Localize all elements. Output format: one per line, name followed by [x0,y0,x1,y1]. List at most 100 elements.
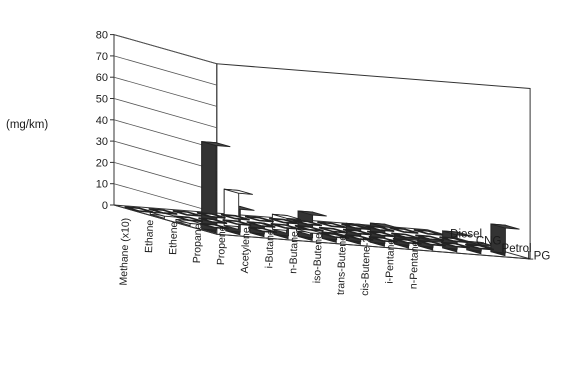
bar-diesel-7 [293,219,323,227]
bar-diesel-2 [172,210,202,217]
bar-diesel-1 [148,208,178,215]
bar-diesel-10 [365,225,395,232]
series-label: CNG [476,236,502,248]
bar-lpg-12 [490,223,520,257]
bar-base [416,239,446,247]
bar-base [413,229,443,236]
gridline [113,55,217,86]
chart-frame [110,33,531,260]
bar-base [199,222,229,230]
bar-base [391,232,421,240]
bar-diesel-12 [413,229,443,236]
category-label: n-Pentane [408,240,422,289]
bar-base [366,230,397,238]
bar-diesel-8 [317,221,347,229]
bar-base [317,221,347,229]
bar-base [439,236,469,244]
category-label: cis-Butene-2 [359,236,373,295]
bar-base [174,215,204,223]
bar-petrol-7 [344,234,374,241]
bar-base [198,217,228,225]
bar-base [342,228,372,236]
series-label: Diesel [450,228,482,240]
category-label: Propene [215,225,228,265]
bar-base [294,224,324,232]
bar-top [272,213,302,220]
bar-lpg-0 [201,141,231,234]
bar-diesel-5 [244,215,274,223]
gridline [113,162,217,192]
gridline [113,98,217,129]
bar-petrol-3 [248,226,278,234]
bar-cng-7 [318,226,348,234]
bar-cng-3 [222,219,252,226]
y-tick-label: 50 [96,94,108,106]
y-tick-label: 60 [96,72,108,84]
back-wall [216,63,531,260]
category-label: Ethene [167,221,180,255]
category-label: i-Pentane [384,238,398,283]
bar-base [368,236,398,243]
bar-top [442,230,472,237]
bar-base [464,243,495,251]
bar-base [148,208,178,215]
category-label: trans-Butene [335,235,349,296]
gridline [113,140,217,171]
bar-petrol-11 [440,241,470,249]
bar-cng-4 [246,221,276,228]
bar-base [196,211,226,219]
y-tick-label: 20 [96,157,108,169]
bar-cng-6 [294,224,324,232]
bar-base [124,206,154,213]
bar-cng-11 [415,234,445,242]
y-tick-label: 30 [96,136,108,148]
bar-base [220,213,250,221]
bar-diesel-6 [268,217,299,225]
bar-base [318,226,348,234]
bar-top [201,141,231,148]
y-axis-unit-label: (mg/km) [6,119,48,131]
bar-petrol-1 [199,222,229,230]
bar-base [244,215,274,223]
bar-base [344,234,374,241]
bar-base [341,223,371,231]
y-tick-label: 80 [96,30,108,42]
y-tick-label: 0 [102,200,108,212]
bar-base [293,219,323,227]
bar-base [365,225,395,232]
category-label: iso-Butene [311,233,325,284]
series-label: Petrol [502,243,532,255]
bar-petrol-9 [392,237,422,245]
bar-top [224,188,253,195]
gridline [113,119,217,150]
bar-cng-2 [198,217,228,225]
bar-diesel-11 [389,227,419,234]
y-tick-label: 70 [96,51,108,63]
labels: 0 10 20 30 40 50 60 70 80 Methane (x10) Ethane Ethe… [96,30,551,296]
bar-base [172,210,202,217]
bars [124,141,520,257]
bar-base [440,241,470,249]
category-label: n-Butane [287,231,300,274]
y-tick-label: 40 [96,115,108,127]
bar-base [246,221,276,228]
bar-cng-0 [149,211,180,219]
bar-base [415,234,445,242]
gridline [113,34,217,65]
bar-base [389,227,419,234]
bar-petrol-5 [296,228,326,236]
bar-cng-10 [391,232,421,240]
bar-cng-8 [342,228,372,236]
bar-diesel-4 [220,213,250,221]
bar-cng-9 [366,230,397,238]
bar-cng-12 [439,236,469,244]
bar-cng-5 [270,223,300,230]
bar-top [297,210,327,217]
category-label: Acetylene [239,227,253,274]
bar-diesel-0 [124,206,154,213]
bar-base [268,217,299,225]
bar-base [248,226,278,234]
category-label: i-Butane [263,229,276,269]
bar-base [392,237,422,245]
